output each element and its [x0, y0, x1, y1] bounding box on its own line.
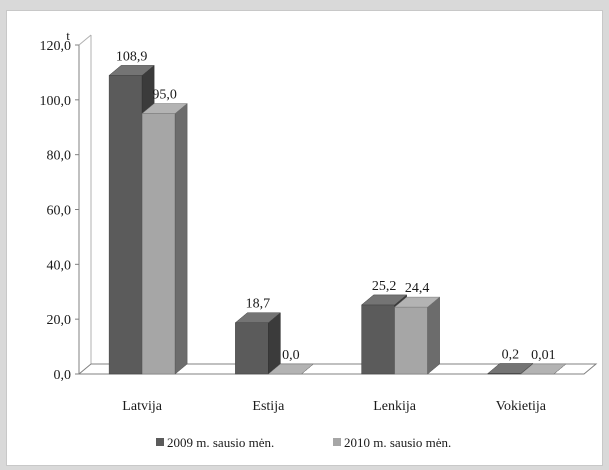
y-tick-label: 100,0 [40, 94, 72, 109]
bar-side [174, 103, 188, 375]
legend-label: 2010 m. sausio mėn. [344, 435, 451, 450]
bar-top [360, 294, 408, 306]
data-label: 25,2 [372, 279, 397, 294]
y-tick-label: 60,0 [47, 204, 72, 219]
x-tick-label: Latvija [122, 399, 162, 414]
bar-top [108, 65, 155, 76]
y-axis-unit: t [66, 28, 70, 43]
x-tick-label: Vokietija [496, 399, 547, 414]
data-label: 18,7 [246, 297, 271, 312]
bar-side [427, 296, 440, 375]
bar [394, 306, 428, 375]
bar-top [520, 363, 567, 375]
data-label: 0,2 [502, 347, 520, 362]
y-tick-label: 0,0 [54, 368, 72, 383]
x-tick-label: Lenkija [373, 399, 417, 414]
y-tick-label: 80,0 [47, 149, 72, 164]
back-wall-top-edge [78, 34, 92, 46]
data-label: 0,0 [282, 348, 300, 363]
data-label: 95,0 [152, 88, 177, 103]
bar-top [267, 363, 315, 375]
bar [361, 304, 395, 375]
bar [141, 113, 176, 375]
legend-label: 2009 m. sausio mėn. [167, 435, 274, 450]
bar-top [141, 103, 188, 114]
x-tick-label: Estija [252, 399, 285, 414]
bar-top [234, 312, 282, 323]
data-label: 108,9 [116, 49, 148, 64]
bar-top [393, 296, 441, 308]
y-tick-label: 120,0 [40, 39, 72, 54]
data-label: 0,01 [531, 348, 556, 363]
bar-top [487, 363, 534, 374]
data-label: 24,4 [405, 281, 430, 296]
bar-side [268, 312, 281, 375]
legend-swatch [333, 438, 341, 446]
chart-frame [6, 10, 603, 466]
y-tick-label: 40,0 [47, 258, 72, 273]
bar [108, 75, 143, 375]
bar [235, 322, 269, 375]
legend-swatch [156, 438, 164, 446]
y-tick-label: 20,0 [47, 313, 72, 328]
